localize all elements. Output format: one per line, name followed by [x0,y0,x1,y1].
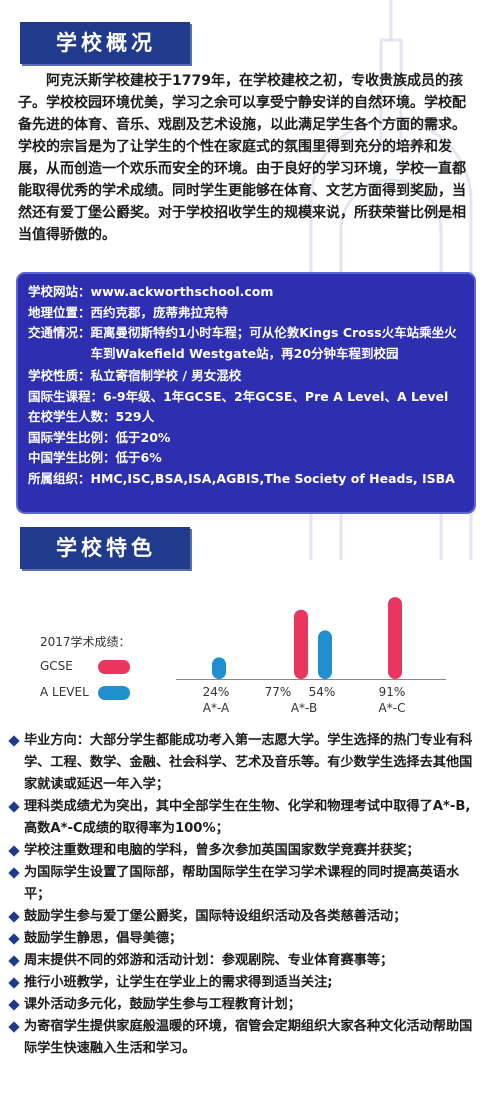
list-item-text: 鼓励学生参与爱丁堡公爵奖，国际特设组织活动及各类慈善活动； [24,909,407,924]
list-item: 推行小班教学，让学生在学业上的需求得到适当关注; [8,972,480,994]
info-label: 在校学生人数： [28,409,116,424]
list-item: 毕业方向：大部分学生都能成功考入第一志愿大学。学生选择的热门专业有科学、工程、数… [8,730,480,796]
category-label: A*-A [203,701,230,715]
info-label: 地理位置： [28,304,91,320]
info-value: 低于6% [115,450,162,465]
info-label: 国际学生比例： [28,429,116,445]
info-value: HMC,ISC,BSA,ISA,AGBIS,The Society of Hea… [90,470,455,486]
info-row: 学校网站： www.ackworthschool.com [28,282,466,303]
category-label: A*-B [291,701,317,715]
bar-alevel [318,630,332,679]
info-row: 中国学生比例： 低于6% [28,448,466,469]
info-row: 在校学生人数： 529人 [28,407,466,428]
school-info-box: 学校网站： www.ackworthschool.com 地理位置： 西约克郡，庞蒂弗… [16,272,476,514]
diamond-bullet-icon [8,845,20,857]
value-label: 77% [265,685,292,699]
value-label: 54% [309,685,336,699]
list-item: 为寄宿学生提供家庭般温暖的环境，宿管会定期组织大家各种文化活动帮助国际学生快速融… [8,1016,480,1060]
section-title-overview: 学校概况 [20,22,190,64]
info-value: www.ackworthschool.com [90,284,274,299]
list-item: 学校注重数理和电脑的学科，曾多次参加英国国家数学竞赛并获奖； [8,840,480,862]
chart-baseline [176,679,446,680]
info-row: 学校性质： 私立寄宿制学校 / 男女混校 [28,366,466,387]
legend-gcse-label: GCSE [40,659,73,673]
list-item-text: 鼓励学生静思，倡导美德； [24,931,183,946]
info-row: 地理位置： 西约克郡，庞蒂弗拉克特 [28,303,466,324]
list-item-text: 推行小班教学，让学生在学业上的需求得到适当关注; [24,975,333,990]
bar-gcse [294,609,308,679]
info-label: 国际生课程： [28,388,104,404]
diamond-bullet-icon [8,977,20,989]
bar-gcse [388,597,402,679]
list-item-text: 课外活动多元化，鼓励学生参与工程教育计划； [24,997,301,1012]
list-item-text: 为寄宿学生提供家庭般温暖的环境，宿管会定期组织大家各种文化活动帮助国际学生快速融… [24,1019,473,1056]
chart-plot: 24% 77% 54% 91% A*-A A*-B A*-C [203,597,406,715]
list-item: 课外活动多元化，鼓励学生参与工程教育计划； [8,994,480,1016]
list-item: 理科类成绩尤为突出，其中全部学生在生物、化学和物理考试中取得了A*-B, 高数A… [8,796,480,840]
diamond-bullet-icon [8,867,20,879]
list-item-text: 周末提供不同的郊游和活动计划：参观剧院、专业体育赛事等； [24,953,394,968]
list-item: 鼓励学生参与爱丁堡公爵奖，国际特设组织活动及各类慈善活动； [8,906,480,928]
section-title-features: 学校特色 [20,527,190,569]
info-row: 所属组织： HMC,ISC,BSA,ISA,AGBIS,The Society o… [28,469,466,490]
list-item-text: 为国际学生设置了国际部，帮助国际学生在学习学术课程的同时提高英语水平； [24,865,460,902]
diamond-bullet-icon [8,911,20,923]
academic-results-chart: 2017学术成绩： GCSE A LEVEL 24% 77% 54% 91% A*-A A… [36,575,456,720]
category-label: A*-C [379,701,406,715]
list-item-text: 毕业方向：大部分学生都能成功考入第一志愿大学。学生选择的热门专业有科学、工程、数… [24,733,473,792]
diamond-bullet-icon [8,955,20,967]
info-value: 6-9年级、1年GCSE、2年GCSE、Pre A Level、A Level [103,388,449,404]
list-item: 鼓励学生静思，倡导美德； [8,928,480,950]
diamond-bullet-icon [8,999,20,1011]
intro-paragraph: 阿克沃斯学校建校于1779年，在学校建校之初，专收贵族成员的孩子。学校校园环境优… [18,73,466,243]
info-row: 交通情况： 距离曼彻斯特约1小时车程；可从伦敦Kings Cross火车站乘坐火车… [28,323,466,364]
info-label: 交通情况： [28,325,91,340]
list-item: 周末提供不同的郊游和活动计划：参观剧院、专业体育赛事等； [8,950,480,972]
info-label: 学校网站： [28,284,91,299]
info-row: 国际学生比例： 低于20% [28,428,466,449]
list-item-text: 理科类成绩尤为突出，其中全部学生在生物、化学和物理考试中取得了A*-B, 高数A… [24,799,471,836]
info-label: 所属组织： [28,470,91,486]
info-value: 529人 [115,409,155,424]
legend-alevel-swatch [98,686,130,700]
info-label: 学校性质： [28,368,91,383]
bar-alevel [212,657,226,679]
info-value: 距离曼彻斯特约1小时车程；可从伦敦Kings Cross火车站乘坐火车到Wake… [90,325,457,361]
legend-gcse-swatch [98,660,130,674]
chart-title: 2017学术成绩： [40,635,131,649]
feature-list: 毕业方向：大部分学生都能成功考入第一志愿大学。学生选择的热门专业有科学、工程、数… [8,730,480,1060]
info-value: 低于20% [115,429,171,445]
value-label: 91% [379,685,406,699]
diamond-bullet-icon [8,735,20,747]
diamond-bullet-icon [8,801,20,813]
value-label: 24% [203,685,230,699]
diamond-bullet-icon [8,933,20,945]
list-item-text: 学校注重数理和电脑的学科，曾多次参加英国国家数学竞赛并获奖； [24,843,420,858]
diamond-bullet-icon [8,1021,20,1033]
list-item: 为国际学生设置了国际部，帮助国际学生在学习学术课程的同时提高英语水平； [8,862,480,906]
legend-alevel-label: A LEVEL [40,685,89,699]
info-value: 私立寄宿制学校 / 男女混校 [90,368,242,383]
info-value: 西约克郡，庞蒂弗拉克特 [90,304,229,320]
info-row: 国际生课程： 6-9年级、1年GCSE、2年GCSE、Pre A Level、A … [28,387,466,408]
info-label: 中国学生比例： [28,450,116,465]
